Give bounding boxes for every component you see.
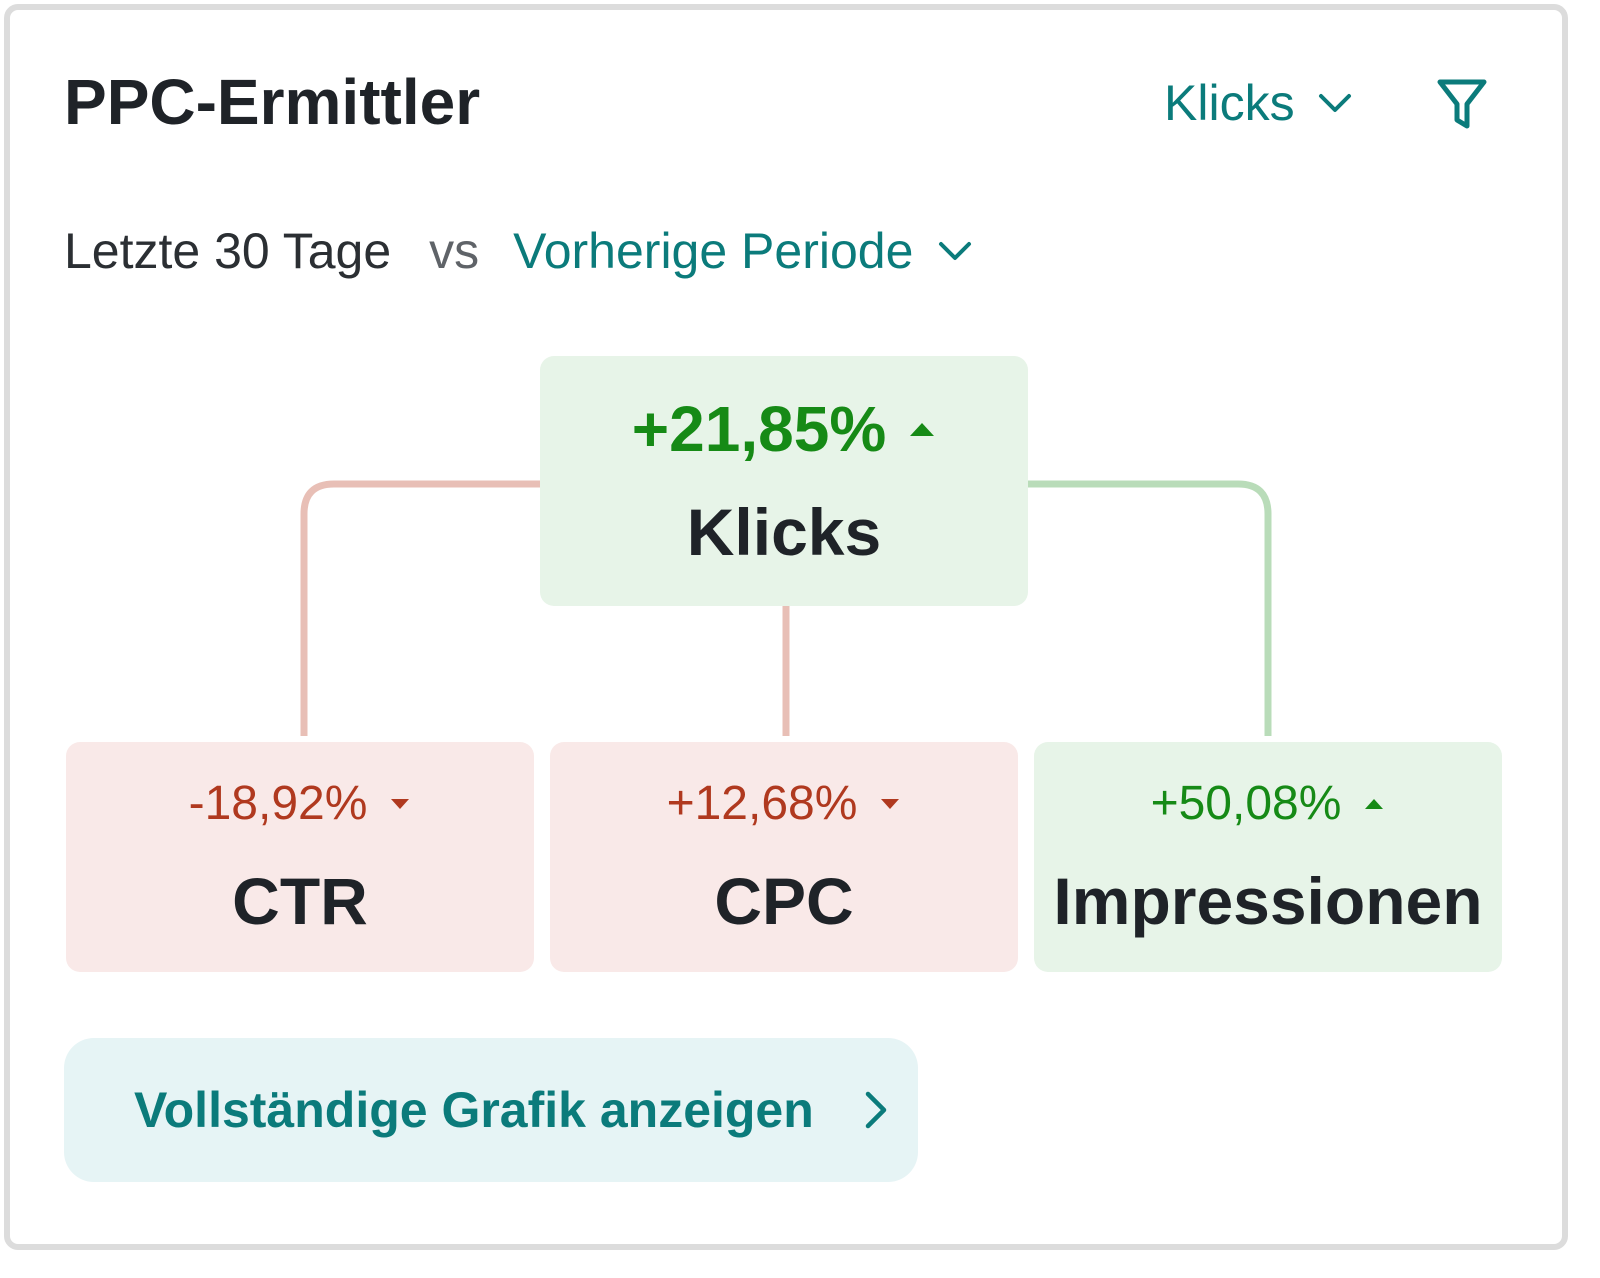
filter-icon[interactable] bbox=[1434, 76, 1490, 132]
metric-dropdown-label: Klicks bbox=[1164, 75, 1295, 131]
triangle-up-icon bbox=[1365, 799, 1384, 809]
child-node-name: Impressionen bbox=[1053, 864, 1483, 938]
root-node-change: +21,85% bbox=[631, 393, 887, 465]
triangle-up-icon bbox=[910, 423, 935, 436]
metric-dropdown[interactable]: Klicks bbox=[1164, 78, 1355, 128]
triangle-down-icon bbox=[881, 799, 900, 809]
child-node-value: -18,92% bbox=[189, 780, 412, 828]
child-node-value: +50,08% bbox=[1151, 780, 1386, 828]
current-period-label: Letzte 30 Tage bbox=[64, 223, 392, 279]
child-node-cpc[interactable]: +12,68% CPC bbox=[550, 742, 1018, 972]
chevron-down-icon bbox=[939, 242, 972, 260]
root-node-klicks[interactable]: +21,85% Klicks bbox=[540, 356, 1028, 606]
child-node-change: +50,08% bbox=[1150, 777, 1342, 830]
comparison-period-dropdown[interactable]: Vorherige Periode bbox=[513, 226, 975, 276]
view-full-graph-label: Vollständige Grafik anzeigen bbox=[134, 1082, 814, 1138]
child-node-change: +12,68% bbox=[666, 777, 858, 830]
root-node-value: +21,85% bbox=[632, 397, 936, 461]
widget-title: PPC-Ermittler bbox=[64, 66, 481, 138]
chevron-down-icon bbox=[1318, 94, 1351, 112]
child-node-value: +12,68% bbox=[667, 780, 902, 828]
child-node-change: -18,92% bbox=[188, 777, 368, 830]
period-selector: Letzte 30 Tage vs Vorherige Periode bbox=[64, 226, 975, 276]
comparison-period-label: Vorherige Periode bbox=[513, 223, 914, 279]
child-node-ctr[interactable]: -18,92% CTR bbox=[66, 742, 534, 972]
child-node-impressionen[interactable]: +50,08% Impressionen bbox=[1034, 742, 1502, 972]
versus-label: vs bbox=[429, 223, 480, 279]
view-full-graph-button[interactable]: Vollständige Grafik anzeigen bbox=[64, 1038, 918, 1182]
child-node-name: CPC bbox=[714, 864, 854, 938]
root-node-name: Klicks bbox=[686, 495, 882, 569]
child-node-name: CTR bbox=[232, 864, 368, 938]
chevron-right-icon bbox=[865, 1091, 887, 1129]
triangle-down-icon bbox=[391, 799, 410, 809]
